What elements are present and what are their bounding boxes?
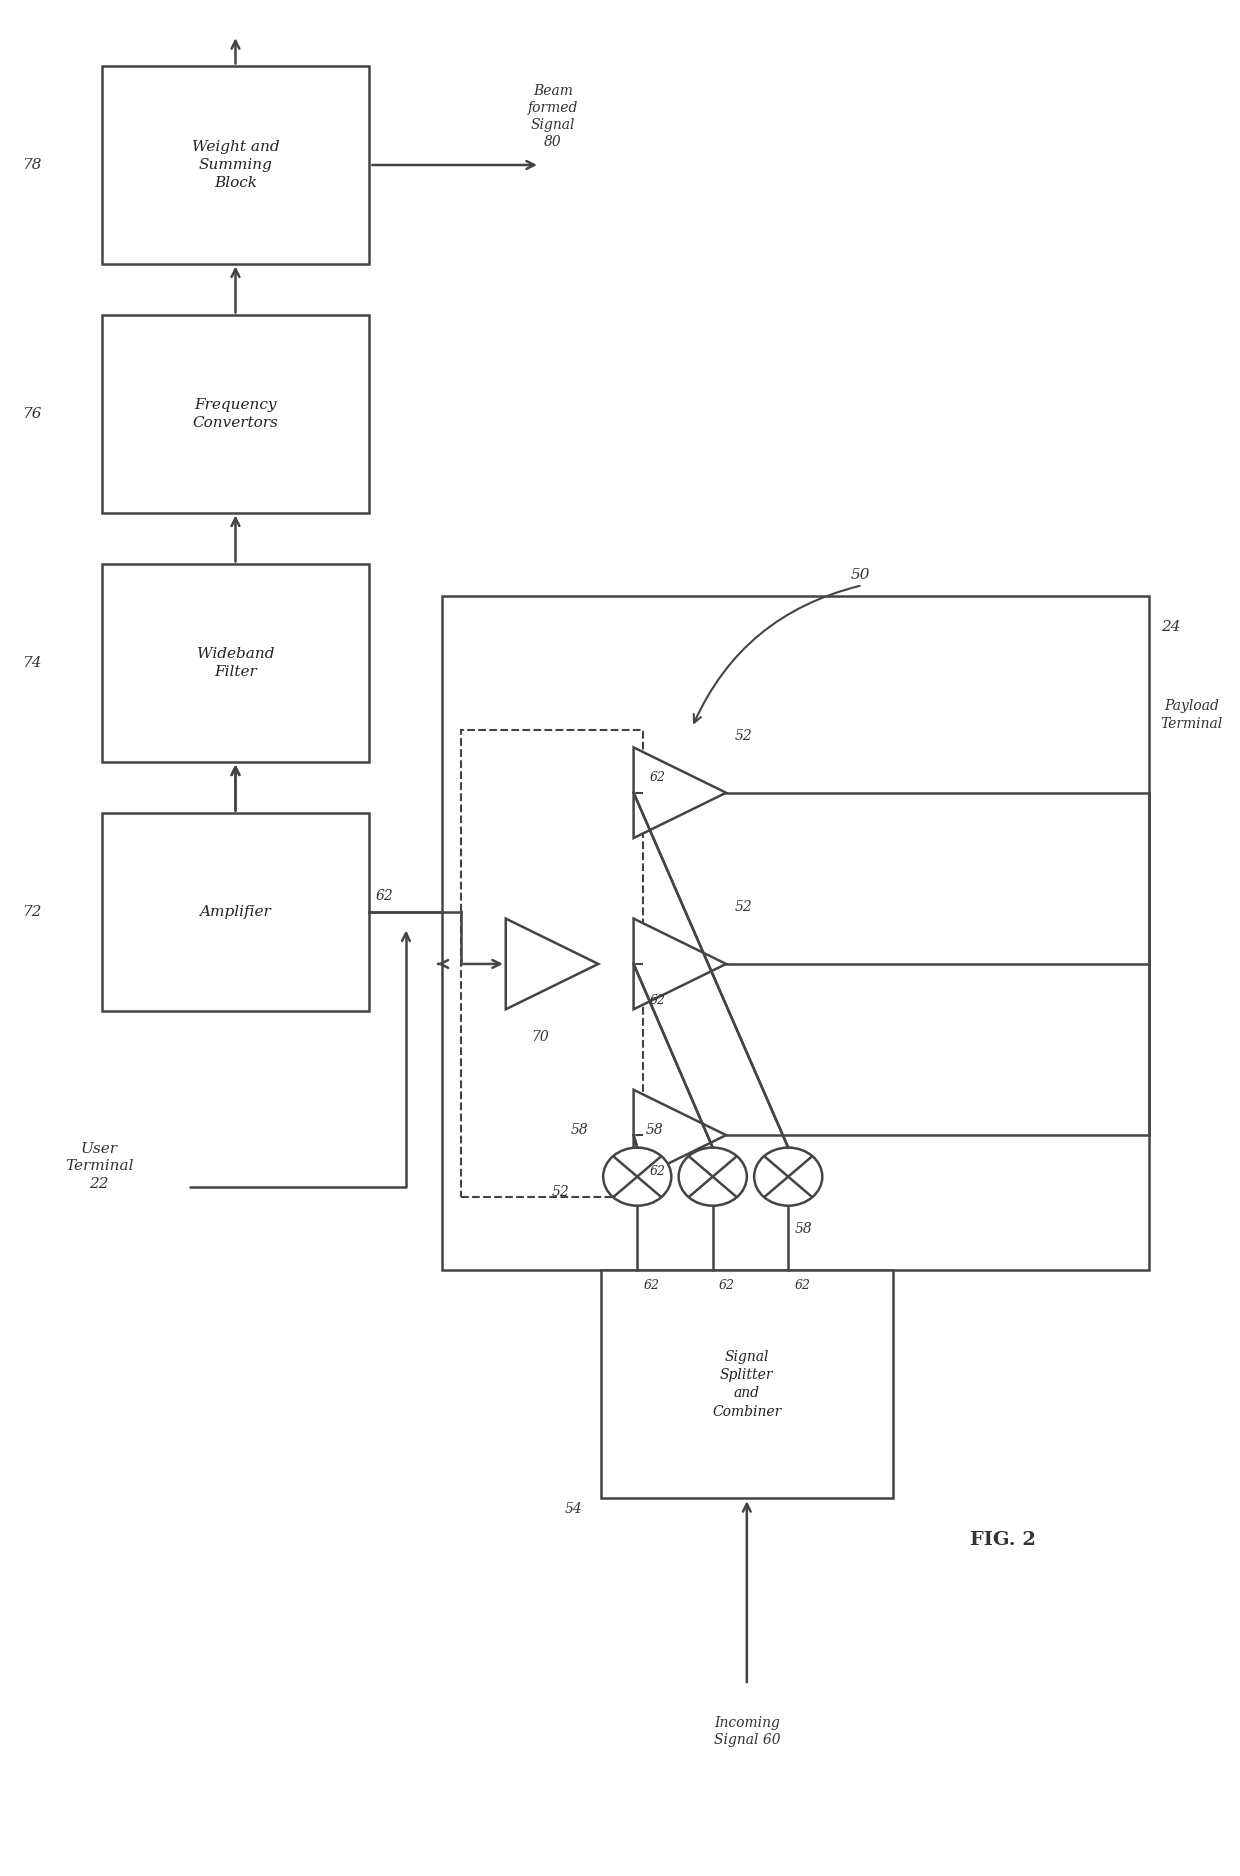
Circle shape bbox=[678, 1148, 746, 1206]
Polygon shape bbox=[634, 919, 727, 1009]
Text: 62: 62 bbox=[719, 1279, 735, 1293]
Text: Weight and
Summing
Block: Weight and Summing Block bbox=[192, 139, 279, 189]
Text: Beam
formed
Signal
80: Beam formed Signal 80 bbox=[528, 84, 578, 150]
Text: Incoming
Signal 60: Incoming Signal 60 bbox=[713, 1717, 780, 1748]
Text: 52: 52 bbox=[734, 728, 753, 743]
Text: 52: 52 bbox=[734, 900, 753, 914]
Circle shape bbox=[603, 1148, 671, 1206]
Bar bbox=[102, 315, 370, 512]
Text: 72: 72 bbox=[22, 904, 42, 919]
Text: 54: 54 bbox=[564, 1501, 583, 1516]
Text: 24: 24 bbox=[1161, 619, 1180, 634]
Polygon shape bbox=[506, 919, 598, 1009]
Bar bbox=[102, 814, 370, 1011]
Text: Wideband
Filter: Wideband Filter bbox=[197, 647, 274, 679]
Text: 62: 62 bbox=[644, 1279, 660, 1293]
Text: 70: 70 bbox=[531, 1030, 549, 1043]
Text: Frequency
Convertors: Frequency Convertors bbox=[192, 398, 279, 430]
Text: 62: 62 bbox=[650, 994, 666, 1007]
Text: 58: 58 bbox=[646, 1124, 663, 1137]
Polygon shape bbox=[634, 747, 727, 839]
Text: Amplifier: Amplifier bbox=[200, 904, 272, 919]
Circle shape bbox=[754, 1148, 822, 1206]
Text: 62: 62 bbox=[650, 1165, 666, 1178]
Bar bbox=[443, 595, 1148, 1270]
Text: 52: 52 bbox=[552, 1186, 569, 1199]
Text: 76: 76 bbox=[22, 407, 42, 420]
Text: 62: 62 bbox=[650, 771, 666, 784]
Text: 58: 58 bbox=[570, 1124, 588, 1137]
Text: Signal
Splitter
and
Combiner: Signal Splitter and Combiner bbox=[712, 1349, 781, 1418]
Text: 62: 62 bbox=[376, 889, 393, 904]
Text: 50: 50 bbox=[851, 568, 869, 582]
Bar bbox=[461, 730, 644, 1197]
Polygon shape bbox=[634, 1090, 727, 1180]
Bar bbox=[102, 565, 370, 762]
Text: User
Terminal
22: User Terminal 22 bbox=[64, 1142, 134, 1191]
Bar bbox=[102, 66, 370, 263]
Text: 58: 58 bbox=[795, 1221, 812, 1236]
Text: 74: 74 bbox=[22, 657, 42, 670]
Text: 62: 62 bbox=[795, 1279, 810, 1293]
Text: Payload
Terminal: Payload Terminal bbox=[1161, 700, 1223, 730]
Text: 78: 78 bbox=[22, 158, 42, 173]
Text: FIG. 2: FIG. 2 bbox=[970, 1531, 1035, 1550]
Bar bbox=[600, 1270, 893, 1499]
